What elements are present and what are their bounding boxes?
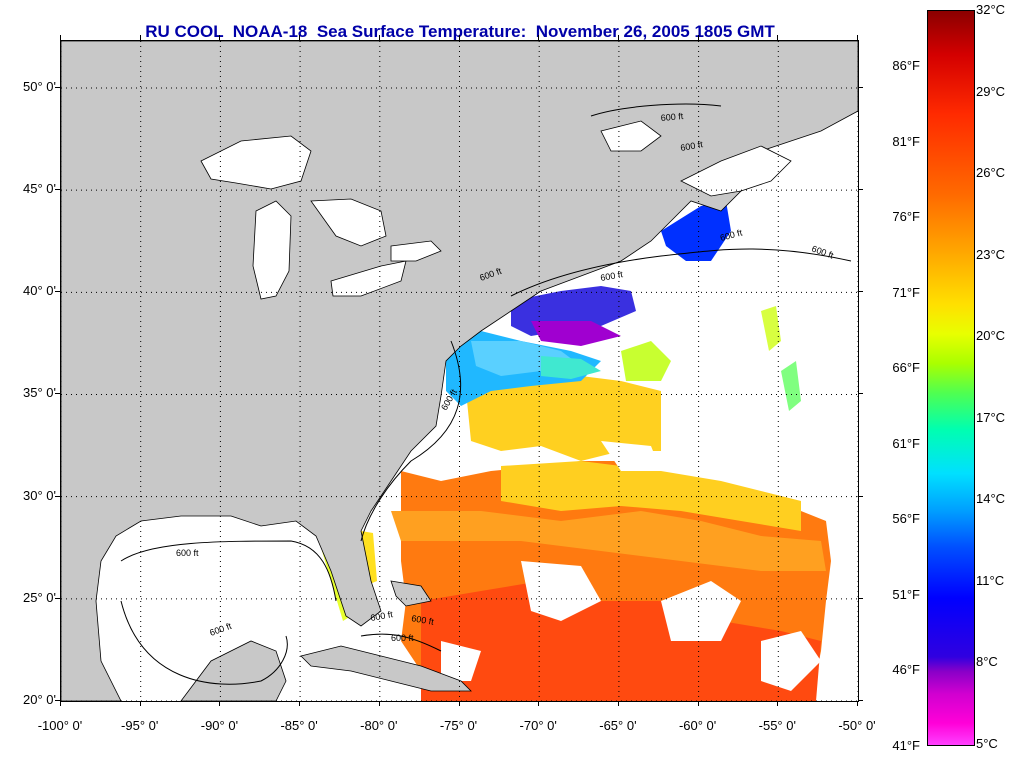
colorbar-fahrenheit-label: 81°F	[892, 133, 920, 149]
lat-tick	[858, 495, 863, 497]
lon-tick	[299, 701, 301, 706]
graticule	[61, 41, 858, 701]
colorbar-fahrenheit-label: 51°F	[892, 586, 920, 602]
lat-tick	[55, 291, 60, 293]
colorbar-celsius-label: 17°C	[976, 409, 1006, 425]
lat-tick	[55, 86, 60, 88]
colorbar-celsius-label: 5°C	[976, 736, 998, 751]
lat-tick-label: 40° 0'	[23, 283, 56, 299]
isobath-label: 600 ft	[391, 633, 414, 643]
lat-tick-label: 45° 0'	[23, 181, 56, 197]
lon-tick	[139, 35, 141, 40]
great-lakes	[200, 120, 792, 300]
lon-tick-label: -100° 0'	[37, 718, 83, 733]
lon-tick	[458, 35, 460, 40]
lon-tick	[378, 701, 380, 706]
lon-tick-label: -75° 0'	[439, 718, 478, 733]
lon-tick	[219, 701, 221, 706]
isobath-label: 600 ft	[176, 548, 199, 558]
colorbar-celsius-label: 26°C	[976, 165, 1006, 181]
lon-tick-label: -95° 0'	[121, 718, 159, 733]
colorbar-celsius-label: 20°C	[976, 328, 1006, 344]
chart-title: RU COOL NOAA-18 Sea Surface Temperature:…	[145, 22, 775, 41]
lat-tick	[55, 700, 60, 701]
colorbar-fahrenheit-label: 76°F	[892, 209, 920, 224]
lat-tick-label: 35° 0'	[23, 385, 56, 401]
colorbar-fahrenheit-label: 71°F	[892, 284, 920, 300]
colorbar-celsius-label: 8°C	[976, 654, 998, 670]
colorbar-fahrenheit-label: 86°F	[892, 58, 920, 73]
lon-tick	[139, 701, 141, 706]
lon-tick	[60, 35, 61, 40]
lon-tick	[60, 701, 61, 706]
lon-tick	[617, 35, 619, 40]
lon-tick-label: -55° 0'	[758, 718, 796, 733]
lon-tick	[219, 35, 221, 40]
lat-tick-label: 20° 0'	[23, 692, 56, 707]
colorbar-fahrenheit-label: 56°F	[892, 511, 920, 526]
colorbar-celsius-label: 14°C	[976, 491, 1006, 507]
isobath-contours	[120, 103, 852, 685]
colorbar-celsius-label: 23°C	[976, 246, 1006, 262]
colorbar-fahrenheit-label: 66°F	[892, 360, 920, 375]
colorbar-celsius-label: 11°C	[976, 572, 1005, 588]
lat-tick	[858, 700, 863, 701]
lon-tick	[777, 701, 779, 706]
lat-tick	[55, 495, 60, 497]
colorbar-fahrenheit-label: 46°F	[892, 662, 920, 677]
lat-tick	[55, 597, 60, 599]
lon-tick-label: -50° 0'	[838, 718, 876, 733]
colorbar-fahrenheit-label: 41°F	[892, 737, 920, 753]
lon-tick	[458, 701, 460, 706]
isobath-label: 600 ft	[680, 139, 704, 153]
lon-tick	[378, 35, 380, 40]
lon-tick	[857, 701, 858, 706]
isobath-label: 600 ft	[600, 269, 624, 283]
lon-tick	[697, 35, 699, 40]
lon-tick	[299, 35, 301, 40]
isobath-label: 600 ft	[370, 609, 394, 623]
lat-tick-label: 25° 0'	[23, 589, 56, 605]
lat-tick-label: 50° 0'	[23, 78, 56, 94]
lon-tick	[538, 35, 540, 40]
lon-tick	[538, 701, 540, 706]
colorbar-celsius-label: 29°C	[976, 83, 1006, 99]
lon-tick	[857, 35, 858, 40]
lon-tick-label: -80° 0'	[360, 718, 398, 733]
temperature-colorbar	[927, 10, 975, 746]
lon-tick-label: -70° 0'	[519, 718, 557, 733]
lat-tick	[55, 189, 60, 191]
lat-tick	[858, 291, 863, 293]
lon-tick	[697, 701, 699, 706]
lon-tick-label: -85° 0'	[280, 718, 318, 733]
lat-tick	[858, 86, 863, 88]
lon-tick-label: -65° 0'	[599, 718, 637, 733]
lat-tick-label: 30° 0'	[23, 487, 56, 503]
lon-tick-label: -90° 0'	[200, 718, 239, 733]
land-layer	[61, 41, 858, 701]
map-canvas: 600 ft 600 ft 600 ft 600 ft 600 ft 600 ft 600 …	[61, 41, 858, 701]
lat-tick	[858, 189, 863, 191]
sst-map[interactable]: 600 ft 600 ft 600 ft 600 ft 600 ft 600 ft 600 …	[60, 40, 859, 702]
colorbar-fahrenheit-label: 61°F	[892, 435, 920, 451]
lon-tick	[617, 701, 619, 706]
colorbar-celsius-label: 32°C	[976, 2, 1006, 17]
lat-tick	[858, 393, 863, 395]
lat-tick	[55, 393, 60, 395]
lon-tick-label: -60° 0'	[678, 718, 717, 733]
lat-tick	[858, 597, 863, 599]
isobath-label: 600 ft	[411, 613, 435, 627]
isobath-label: 600 ft	[660, 111, 684, 123]
lon-tick	[777, 35, 779, 40]
